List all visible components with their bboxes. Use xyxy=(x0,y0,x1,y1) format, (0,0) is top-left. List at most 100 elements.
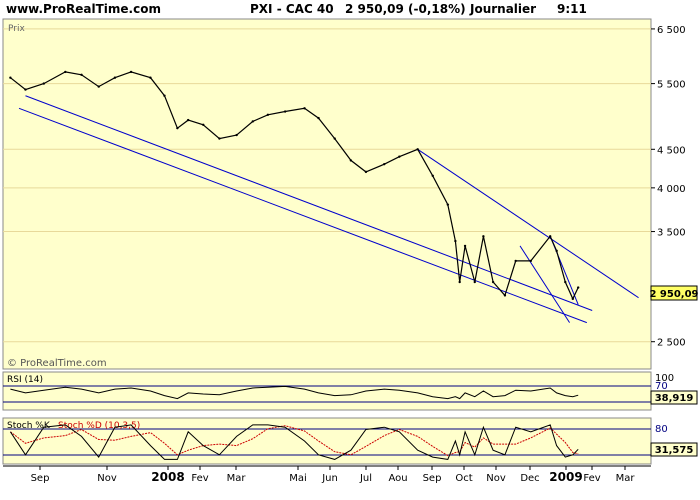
price-point xyxy=(548,235,552,238)
price-point xyxy=(42,82,45,85)
instrument-name: PXI - CAC 40 xyxy=(250,2,334,16)
x-tick-label: 2008 xyxy=(151,470,184,484)
price-point xyxy=(283,110,287,113)
price-point xyxy=(349,159,353,162)
price-point xyxy=(129,70,133,74)
price-grid xyxy=(3,28,651,343)
stoch-k-label: Stoch %K xyxy=(7,421,51,431)
price-point xyxy=(364,170,368,174)
price-panel xyxy=(2,18,652,370)
price-point xyxy=(235,133,238,137)
price-point xyxy=(503,294,507,297)
price-tick-label: 3 500 xyxy=(657,228,686,239)
time-label: 9:11 xyxy=(557,2,587,16)
x-tick-label: Fev xyxy=(191,473,208,484)
trendline xyxy=(417,148,639,299)
price-point xyxy=(454,239,457,243)
price-point xyxy=(571,297,575,301)
trendline xyxy=(18,107,587,324)
price-points xyxy=(9,70,580,301)
price-point xyxy=(303,107,306,110)
x-tick-label: Sep xyxy=(423,473,442,484)
price-point xyxy=(80,73,83,76)
price-point xyxy=(251,120,255,123)
price-point xyxy=(64,70,67,74)
price-point xyxy=(458,280,461,284)
stoch-k-series-line xyxy=(9,424,579,460)
price-tick-label: 5 500 xyxy=(657,80,686,91)
price-point xyxy=(398,155,401,158)
rsi-last-value: 38,919 xyxy=(655,393,694,404)
price-point xyxy=(218,137,221,140)
stoch-d-label: Stoch %D (10,3,5) xyxy=(58,421,140,431)
price-point xyxy=(555,249,558,253)
x-tick-label: Aou xyxy=(388,473,407,484)
rsi-panel xyxy=(2,371,652,411)
price-point xyxy=(317,116,320,120)
quote-value: 2 950,09 (-0,18%) xyxy=(345,2,466,16)
x-tick-label: Fev xyxy=(583,473,600,484)
x-tick-label: Dec xyxy=(520,473,539,484)
price-point xyxy=(514,259,517,263)
price-point xyxy=(482,235,485,238)
price-point xyxy=(186,118,190,122)
x-tick-label: Mai xyxy=(289,473,307,484)
rsi-series-line xyxy=(10,385,579,400)
stoch-panel xyxy=(2,417,652,465)
rsi-last-box xyxy=(650,390,698,405)
rsi-tick-70: 70 xyxy=(655,381,668,392)
price-panel-label: Prix xyxy=(8,24,25,34)
price-point xyxy=(446,203,450,206)
price-point xyxy=(149,76,152,79)
x-tick-label: Nov xyxy=(97,473,117,484)
copyright-label: © ProRealTime.com xyxy=(7,358,107,369)
x-tick-label: Jun xyxy=(321,473,338,484)
price-tick-label: 2 500 xyxy=(657,338,686,349)
last-price-box: 2 950,09 xyxy=(649,285,699,301)
site-url[interactable]: www.ProRealTime.com xyxy=(6,2,161,16)
stoch-tick-80: 80 xyxy=(655,424,668,435)
price-point xyxy=(564,280,567,284)
price-point xyxy=(9,76,12,79)
price-point xyxy=(24,88,27,91)
price-point xyxy=(383,162,386,166)
price-point xyxy=(163,94,166,97)
price-point xyxy=(202,123,205,126)
last-price-label: 2 950,09 xyxy=(649,289,698,300)
x-tick-label: Sep xyxy=(31,473,50,484)
price-point xyxy=(333,137,336,140)
stoch-last-box xyxy=(650,442,698,457)
x-tick-label: Jul xyxy=(359,473,372,484)
price-point xyxy=(529,259,532,263)
price-point xyxy=(266,113,270,117)
stoch-last-value: 31,575 xyxy=(655,445,694,456)
chart-header: www.ProRealTime.com PXI - CAC 40 2 950,0… xyxy=(0,0,700,18)
price-axis: 6 500 5 500 4 500 4 000 3 500 2 500 xyxy=(651,25,686,349)
rsi-panel-label: RSI (14) xyxy=(7,375,43,385)
price-point xyxy=(491,280,495,284)
price-point xyxy=(97,85,100,88)
price-point xyxy=(431,174,434,177)
price-point xyxy=(576,286,580,289)
x-axis: Sep Nov 2008 Fev Mar Mai Jun Jul Aou Sep Oct Nov Dec… xyxy=(3,465,651,484)
x-tick-label: Mar xyxy=(616,473,636,484)
price-point xyxy=(416,148,419,151)
stoch-d-series-line xyxy=(10,425,579,457)
x-tick-label: 2009 xyxy=(549,470,582,484)
x-tick-label: Mar xyxy=(227,473,247,484)
price-point xyxy=(463,244,467,248)
price-point xyxy=(473,280,476,284)
price-point xyxy=(176,126,179,130)
rsi-tick-100: 100 xyxy=(655,373,674,384)
trendline-group xyxy=(18,95,639,324)
price-tick-label: 4 500 xyxy=(657,145,686,156)
price-series-line xyxy=(10,71,579,301)
x-tick-label: Oct xyxy=(455,473,472,484)
trendline xyxy=(25,95,593,311)
price-tick-label: 6 500 xyxy=(657,25,686,36)
trendline xyxy=(519,245,570,323)
period-label: Journalier xyxy=(470,2,537,16)
price-tick-label: 4 000 xyxy=(657,184,686,195)
x-tick-label: Nov xyxy=(486,473,506,484)
